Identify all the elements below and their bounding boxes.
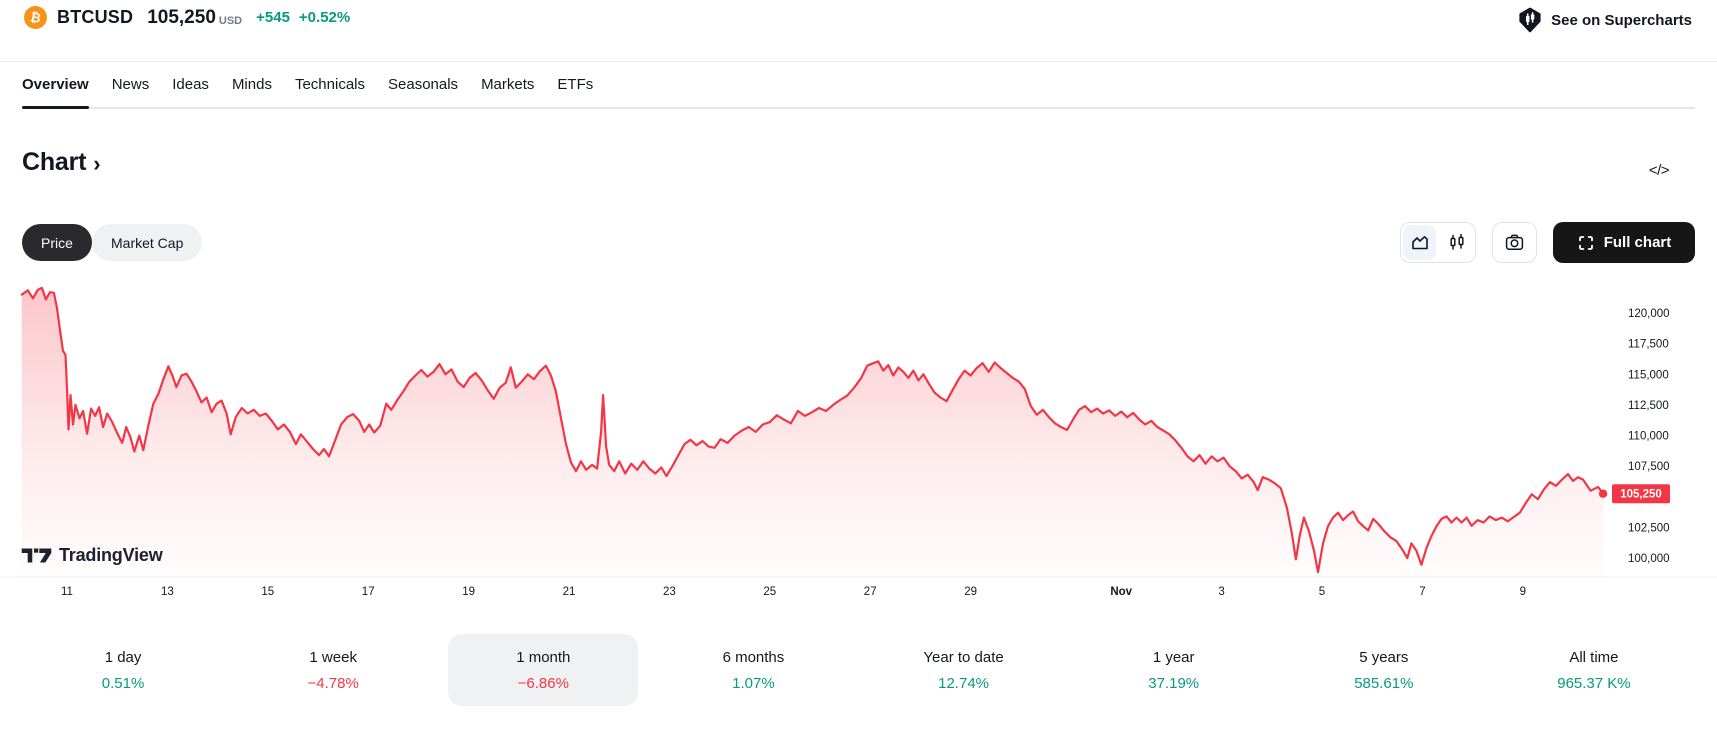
- snapshot-button[interactable]: [1492, 222, 1537, 263]
- chart-section-link[interactable]: Chart ›: [22, 148, 101, 177]
- x-axis-label[interactable]: 9: [1520, 586, 1526, 598]
- y-axis-label[interactable]: 115,000: [1628, 369, 1669, 381]
- bitcoin-icon: ₿: [22, 4, 49, 31]
- area-chart-style-button[interactable]: [1403, 225, 1436, 260]
- period-stat-year-to-date[interactable]: Year to date 12.74%: [869, 634, 1059, 706]
- x-axis-label[interactable]: 7: [1419, 586, 1425, 598]
- period-change-value: 12.74%: [938, 674, 989, 692]
- y-axis-label[interactable]: 100,000: [1628, 553, 1670, 565]
- period-label: 1 year: [1152, 648, 1195, 666]
- last-price-badge: [1612, 484, 1670, 504]
- tab-overview[interactable]: Overview: [22, 68, 89, 109]
- x-axis-label[interactable]: 29: [964, 586, 977, 598]
- full-chart-button[interactable]: Full chart: [1553, 222, 1695, 263]
- candlestick-icon: [1449, 233, 1464, 250]
- symbol-header: ₿ BTCUSD 105,250 USD +545 +0.52% See on …: [0, 0, 1717, 62]
- y-axis-label[interactable]: 112,500: [1628, 400, 1669, 412]
- x-axis-label[interactable]: 19: [462, 586, 475, 598]
- tab-markets[interactable]: Markets: [481, 76, 535, 93]
- chart-style-switcher: [1400, 222, 1476, 263]
- tab-technicals[interactable]: Technicals: [294, 76, 365, 93]
- tab-seasonals[interactable]: Seasonals: [388, 76, 459, 93]
- y-axis-label[interactable]: 107,500: [1628, 461, 1670, 473]
- supercharts-label: See on Supercharts: [1551, 11, 1692, 29]
- period-label: 1 day: [104, 648, 142, 666]
- period-label: 5 years: [1359, 648, 1409, 666]
- x-axis-label[interactable]: 15: [261, 586, 274, 598]
- camera-icon: [1505, 234, 1524, 250]
- period-change-value: 0.51%: [101, 674, 145, 692]
- period-label: Year to date: [923, 648, 1004, 666]
- x-axis-label[interactable]: 3: [1218, 586, 1224, 598]
- x-axis-label[interactable]: 25: [763, 586, 776, 598]
- period-stat-6-months[interactable]: 6 months 1.07%: [658, 634, 848, 706]
- period-label: 6 months: [722, 648, 785, 666]
- x-axis-label[interactable]: 17: [362, 586, 375, 598]
- x-axis-label[interactable]: 5: [1319, 586, 1325, 598]
- x-axis-label[interactable]: Nov: [1110, 586, 1132, 598]
- symbol-info: ₿ BTCUSD 105,250 USD +545 +0.52%: [22, 4, 350, 31]
- period-change-value: 1.07%: [732, 674, 775, 692]
- price-toggle-button[interactable]: Price: [22, 224, 92, 261]
- period-change-value: 585.61%: [1354, 674, 1414, 692]
- tab-ideas[interactable]: Ideas: [172, 76, 209, 93]
- market-cap-toggle-button[interactable]: Market Cap: [92, 224, 203, 261]
- period-label: 1 month: [516, 648, 571, 666]
- last-price-dot: [1598, 489, 1608, 498]
- supercharts-icon: [1519, 7, 1541, 33]
- full-chart-label: Full chart: [1603, 234, 1672, 251]
- x-axis-label[interactable]: 27: [864, 586, 877, 598]
- period-stat-1-week[interactable]: 1 week −4.78%: [238, 634, 428, 706]
- period-stat-1-year[interactable]: 1 year 37.19%: [1079, 634, 1269, 706]
- period-stat-1-day[interactable]: 1 day 0.51%: [28, 634, 218, 706]
- symbol-name: BTCUSD: [57, 7, 134, 27]
- price-change: +545 +0.52%: [256, 9, 350, 26]
- y-axis-label[interactable]: 117,500: [1628, 339, 1669, 351]
- last-price: 105,250: [147, 6, 216, 28]
- x-axis-label[interactable]: 21: [563, 586, 576, 598]
- tab-news[interactable]: News: [111, 76, 150, 93]
- period-stat-5-years[interactable]: 5 years 585.61%: [1289, 634, 1479, 706]
- period-label: 1 week: [309, 648, 357, 666]
- last-price-badge-label: 105,250: [1620, 489, 1662, 501]
- change-absolute: +545: [256, 9, 290, 26]
- price-area-fill: [21, 287, 1604, 577]
- period-change-value: 37.19%: [1148, 674, 1200, 692]
- candlestick-style-button[interactable]: [1440, 225, 1473, 260]
- tab-minds[interactable]: Minds: [231, 76, 272, 93]
- chevron-right-icon: ›: [93, 150, 101, 176]
- period-change-value: −6.86%: [517, 674, 569, 692]
- x-axis-label[interactable]: 13: [161, 586, 174, 598]
- performance-stats-row: 1 day 0.51% 1 week −4.78% 1 month −6.86% 6 mon…: [18, 634, 1699, 706]
- x-axis-label[interactable]: 11: [61, 586, 73, 598]
- period-change-value: −4.78%: [307, 674, 359, 692]
- header-divider: [0, 61, 1717, 62]
- area-chart-icon: [1411, 235, 1428, 249]
- y-axis-label[interactable]: 110,000: [1628, 431, 1669, 443]
- symbol-tabs: Overview News Ideas Minds Technicals Seasonal…: [22, 68, 1695, 109]
- y-axis-label[interactable]: 120,000: [1628, 308, 1670, 320]
- price-area-chart[interactable]: 120,000 117,500 115,000 112,500 110,000 107,5…: [0, 262, 1717, 612]
- price-line: [20, 286, 1605, 574]
- tab-etfs[interactable]: ETFs: [557, 76, 594, 93]
- see-on-supercharts-link[interactable]: See on Supercharts: [1517, 7, 1692, 33]
- section-title: Chart: [22, 148, 87, 176]
- period-stat-all-time[interactable]: All time 965.37 K%: [1499, 634, 1689, 706]
- period-label: All time: [1569, 648, 1619, 666]
- y-axis-label[interactable]: 102,500: [1628, 522, 1670, 534]
- change-percent: +0.52%: [298, 9, 351, 26]
- x-axis-label[interactable]: 23: [663, 586, 676, 598]
- embed-code-icon[interactable]: </>: [1648, 162, 1670, 179]
- period-change-value: 965.37 K%: [1557, 674, 1631, 692]
- fullscreen-icon: [1578, 235, 1593, 250]
- currency-label: USD: [218, 14, 243, 27]
- period-stat-1-month[interactable]: 1 month −6.86%: [448, 634, 639, 706]
